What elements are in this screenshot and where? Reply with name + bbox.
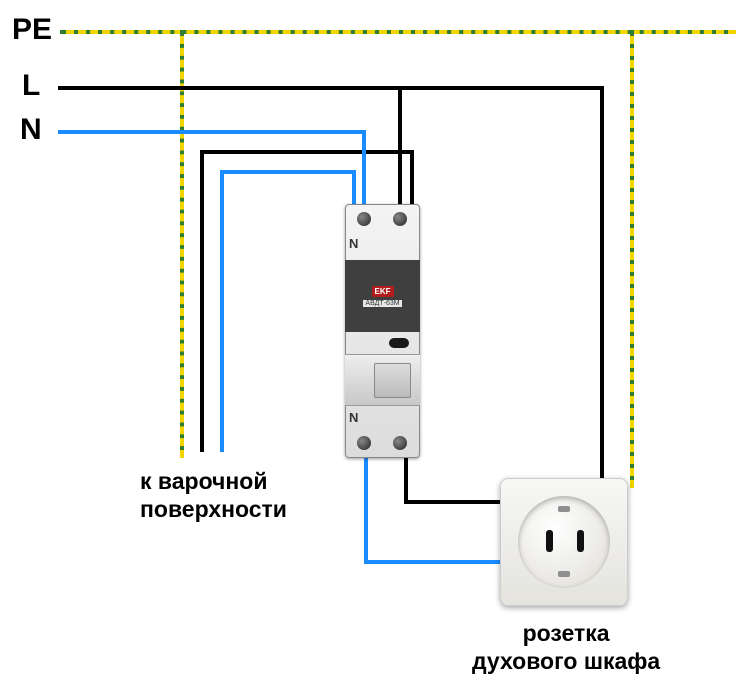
breaker-model: АВДТ-63М [363,300,401,307]
l-to-cooktop-v [200,150,204,452]
breaker-screw [393,212,407,226]
l-to-cooktop-h [200,150,410,154]
circuit-breaker: EKF АВДТ-63М N N [345,204,420,458]
l-to-socket-v [600,86,604,526]
n-bus-h [58,130,362,134]
breaker-screw [357,212,371,226]
pe-to-socket [630,30,634,482]
breaker-lever[interactable] [374,363,412,398]
breaker-n-mark: N [349,410,358,425]
socket-hole [546,530,553,552]
label-cooktop: к варочной поверхности [140,468,287,523]
n-breaker-out-v [364,458,368,560]
l-bus-h [58,86,600,90]
breaker-test-button[interactable] [389,338,409,348]
breaker-screw [357,436,371,450]
breaker-n-mark: N [349,236,358,251]
n-to-cooktop-v [220,170,224,452]
n-to-breaker-in [362,130,366,206]
label-oven: розетка духового шкафа [472,620,660,675]
n-to-cooktop-h [220,170,352,174]
l-to-breaker-in [398,86,402,206]
n-cooktop-to-brk [352,170,356,206]
oven-socket [500,478,628,606]
label-pe: PE [12,12,52,48]
pe-to-cooktop [180,30,184,452]
l-breaker-out-h [404,500,500,504]
l-cooktop-to-brk [410,150,414,206]
socket-hole [577,530,584,552]
socket-ground-pin [558,506,570,512]
n-breaker-out-h [364,560,500,564]
socket-ground-pin [558,571,570,577]
l-breaker-out-v [404,458,408,500]
breaker-brand: EKF [372,286,394,297]
breaker-screw [393,436,407,450]
label-n: N [20,112,42,148]
label-l: L [22,68,40,104]
breaker-midband: EKF АВДТ-63М [345,260,420,332]
breaker-switch[interactable] [345,354,420,406]
